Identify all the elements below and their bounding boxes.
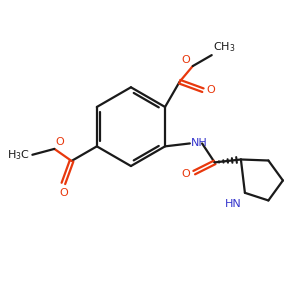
Text: H$_3$C: H$_3$C [7,148,30,162]
Text: O: O [206,85,215,95]
Text: CH$_3$: CH$_3$ [213,40,236,54]
Text: HN: HN [225,199,242,209]
Text: O: O [181,169,190,179]
Text: O: O [56,137,64,147]
Text: O: O [59,188,68,198]
Text: NH: NH [191,138,208,148]
Text: O: O [182,55,190,64]
